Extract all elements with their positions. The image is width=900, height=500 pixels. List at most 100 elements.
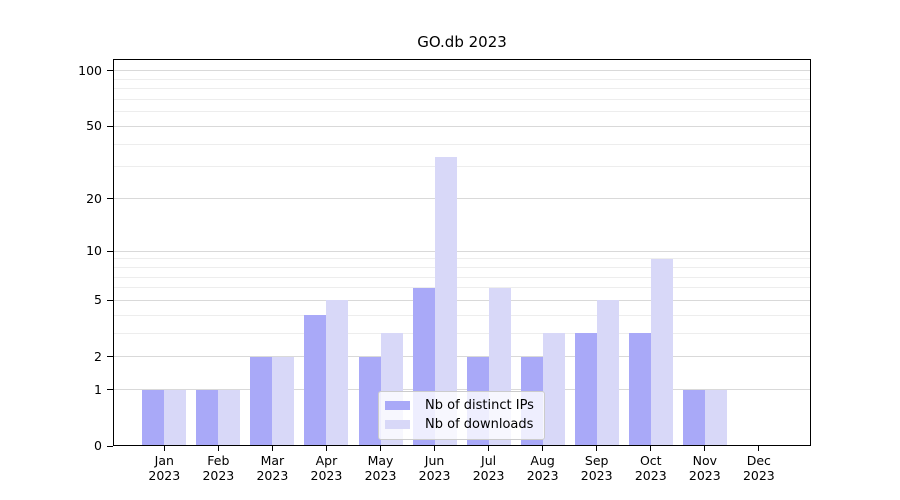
gridline-minor bbox=[113, 287, 811, 289]
x-tick-mark bbox=[325, 446, 327, 451]
x-tick-label: Apr 2023 bbox=[286, 453, 366, 483]
x-tick-label-month: Jun bbox=[424, 453, 445, 468]
bar-nb-of-distinct-ips bbox=[196, 389, 219, 446]
x-tick-label: Aug 2023 bbox=[503, 453, 583, 483]
x-tick-mark bbox=[380, 446, 381, 451]
legend-swatch-distinct-ips bbox=[385, 401, 410, 410]
gridline-minor bbox=[113, 111, 811, 113]
bar-nb-of-downloads bbox=[326, 300, 349, 446]
legend-label-distinct-ips: Nb of distinct IPs bbox=[425, 398, 534, 413]
x-tick-label: Nov 2023 bbox=[665, 453, 745, 483]
gridline-minor bbox=[113, 314, 811, 316]
x-tick-label-year: 2023 bbox=[310, 468, 343, 483]
gridline-minor bbox=[113, 332, 811, 334]
x-tick-label-month: May bbox=[367, 453, 394, 468]
x-tick-label-month: Aug bbox=[530, 453, 555, 468]
x-tick-mark bbox=[271, 446, 273, 451]
x-tick-label-year: 2023 bbox=[580, 468, 613, 483]
x-tick-mark bbox=[758, 446, 760, 451]
gridline-major bbox=[113, 356, 811, 358]
x-tick-label-month: Sep bbox=[584, 453, 609, 468]
gridline-minor bbox=[113, 258, 811, 260]
x-tick-label: Dec 2023 bbox=[719, 453, 799, 483]
y-tick-mark bbox=[107, 389, 113, 391]
legend-item-downloads: Nb of downloads bbox=[385, 415, 536, 434]
x-tick-mark bbox=[163, 446, 165, 451]
x-tick-label: Sep 2023 bbox=[557, 453, 637, 483]
x-tick-label-month: Oct bbox=[639, 453, 662, 468]
x-tick-label-year: 2023 bbox=[472, 468, 505, 483]
x-tick-label-year: 2023 bbox=[526, 468, 559, 483]
y-tick-mark bbox=[107, 125, 113, 127]
y-tick-label: 0 bbox=[94, 438, 102, 453]
bar-nb-of-distinct-ips bbox=[304, 315, 327, 446]
bar-nb-of-distinct-ips bbox=[574, 333, 597, 446]
chart-title: GO.db 2023 bbox=[417, 33, 507, 51]
gridline-major bbox=[113, 250, 811, 252]
x-tick-label-year: 2023 bbox=[634, 468, 667, 483]
x-tick-label-month: Jul bbox=[481, 453, 497, 468]
x-tick-label-year: 2023 bbox=[418, 468, 451, 483]
x-tick-label-month: Nov bbox=[692, 453, 717, 468]
bar-nb-of-distinct-ips bbox=[358, 356, 381, 446]
x-tick-mark bbox=[704, 446, 706, 451]
x-tick-mark bbox=[542, 446, 544, 451]
gridline-minor bbox=[113, 78, 811, 80]
bar-nb-of-downloads bbox=[272, 356, 295, 446]
gridline-minor bbox=[113, 143, 811, 145]
y-tick-label: 5 bbox=[94, 292, 102, 308]
bar-nb-of-downloads bbox=[596, 300, 619, 446]
bar-nb-of-distinct-ips bbox=[628, 333, 651, 446]
bar-nb-of-downloads bbox=[542, 333, 565, 446]
gridline-minor bbox=[113, 276, 811, 278]
x-tick-label: Jan 2023 bbox=[124, 453, 204, 483]
x-tick-mark bbox=[488, 446, 490, 451]
y-tick-mark bbox=[107, 356, 113, 358]
gridline-major bbox=[113, 198, 811, 200]
x-tick-label-month: Dec bbox=[746, 453, 771, 468]
y-tick-mark bbox=[107, 250, 113, 252]
y-tick-label: 10 bbox=[86, 243, 102, 259]
x-tick-label-month: Jan bbox=[154, 453, 174, 468]
x-tick-label: May 2023 bbox=[341, 453, 421, 483]
bar-nb-of-downloads bbox=[218, 389, 241, 446]
bar-nb-of-downloads bbox=[704, 389, 727, 446]
y-tick-mark bbox=[107, 70, 113, 72]
x-tick-mark bbox=[217, 446, 219, 451]
bar-nb-of-distinct-ips bbox=[142, 389, 165, 446]
x-tick-label-year: 2023 bbox=[688, 468, 721, 483]
x-tick-label-month: Mar bbox=[260, 453, 285, 468]
y-tick-label: 50 bbox=[86, 118, 102, 134]
legend-swatch-downloads bbox=[385, 420, 410, 429]
legend-item-distinct-ips: Nb of distinct IPs bbox=[385, 396, 536, 415]
y-tick-label: 2 bbox=[94, 348, 102, 364]
x-tick-label: Feb 2023 bbox=[178, 453, 258, 483]
bar-nb-of-distinct-ips bbox=[682, 389, 705, 446]
legend-label-downloads: Nb of downloads bbox=[425, 417, 534, 432]
bar-nb-of-downloads bbox=[650, 258, 673, 446]
gridline-minor bbox=[113, 166, 811, 168]
y-tick-mark bbox=[107, 445, 113, 447]
x-tick-label-month: Apr bbox=[315, 453, 338, 468]
x-tick-label: Jul 2023 bbox=[449, 453, 529, 483]
x-tick-label-year: 2023 bbox=[202, 468, 235, 483]
x-tick-mark bbox=[650, 446, 652, 451]
gridline-major bbox=[113, 125, 811, 127]
gridline-major bbox=[113, 389, 811, 391]
x-tick-label-year: 2023 bbox=[742, 468, 775, 483]
gridline-major bbox=[113, 299, 811, 301]
x-tick-label: Mar 2023 bbox=[232, 453, 312, 483]
gridline-minor bbox=[113, 266, 811, 268]
y-tick-label: 100 bbox=[78, 62, 102, 78]
x-tick-label-month: Feb bbox=[207, 453, 230, 468]
gridline-minor bbox=[113, 99, 811, 101]
y-tick-mark bbox=[107, 198, 113, 200]
x-tick-label: Oct 2023 bbox=[611, 453, 691, 483]
x-tick-label-year: 2023 bbox=[148, 468, 181, 483]
x-tick-label-year: 2023 bbox=[364, 468, 397, 483]
legend: Nb of distinct IPs Nb of downloads bbox=[378, 391, 545, 440]
y-tick-mark bbox=[107, 299, 113, 301]
x-tick-label: Jun 2023 bbox=[395, 453, 475, 483]
x-tick-mark bbox=[434, 446, 436, 451]
